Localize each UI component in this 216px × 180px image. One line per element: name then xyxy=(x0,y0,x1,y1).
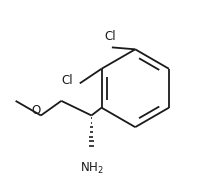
Text: Cl: Cl xyxy=(104,30,116,44)
Text: O: O xyxy=(31,103,41,116)
Text: NH$_2$: NH$_2$ xyxy=(79,161,103,176)
Text: Cl: Cl xyxy=(61,74,73,87)
